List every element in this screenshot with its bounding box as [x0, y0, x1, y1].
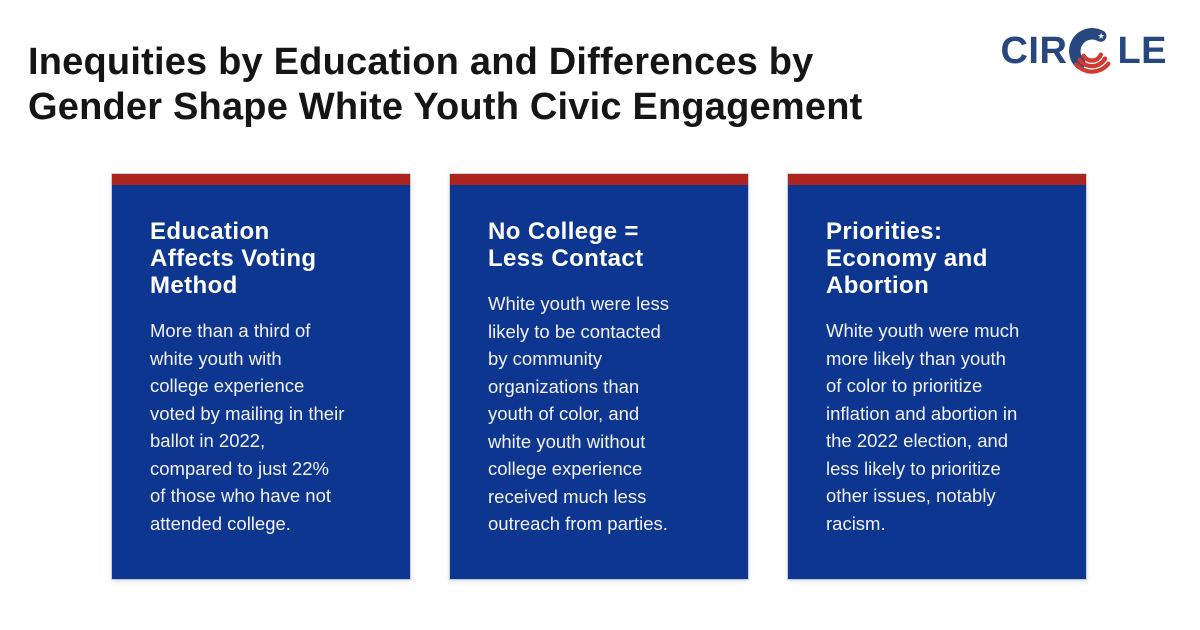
- card-accent-bar: [112, 174, 410, 185]
- card-education-voting-method: Education Affects Voting Method More tha…: [112, 174, 410, 579]
- star-icon: [1098, 32, 1105, 39]
- card-heading: No College = Less Contact: [488, 218, 644, 272]
- card-body-text: White youth were less likely to be conta…: [488, 293, 669, 534]
- logo-text-cir: CIR: [1000, 30, 1068, 72]
- logo-text-le: LE: [1117, 30, 1167, 72]
- card-body-text: White youth were much more likely than y…: [826, 320, 1020, 534]
- card-content: Priorities: Economy and Abortion White y…: [788, 185, 1086, 537]
- cards-row: Education Affects Voting Method More tha…: [112, 174, 1086, 579]
- card-body-text: More than a third of white youth with co…: [150, 320, 345, 534]
- circle-logo: CIR LE: [1000, 27, 1167, 75]
- card-no-college-less-contact: No College = Less Contact White youth we…: [450, 174, 748, 579]
- page-title: Inequities by Education and Differences …: [28, 41, 863, 128]
- card-priorities-economy-abortion: Priorities: Economy and Abortion White y…: [788, 174, 1086, 579]
- card-heading: Priorities: Economy and Abortion: [826, 218, 988, 299]
- card-accent-bar: [788, 174, 1086, 185]
- flag-c-with-star-icon: [1069, 28, 1111, 74]
- card-content: Education Affects Voting Method More tha…: [112, 185, 410, 537]
- card-accent-bar: [450, 174, 748, 185]
- card-heading: Education Affects Voting Method: [150, 218, 317, 299]
- card-content: No College = Less Contact White youth we…: [450, 185, 748, 538]
